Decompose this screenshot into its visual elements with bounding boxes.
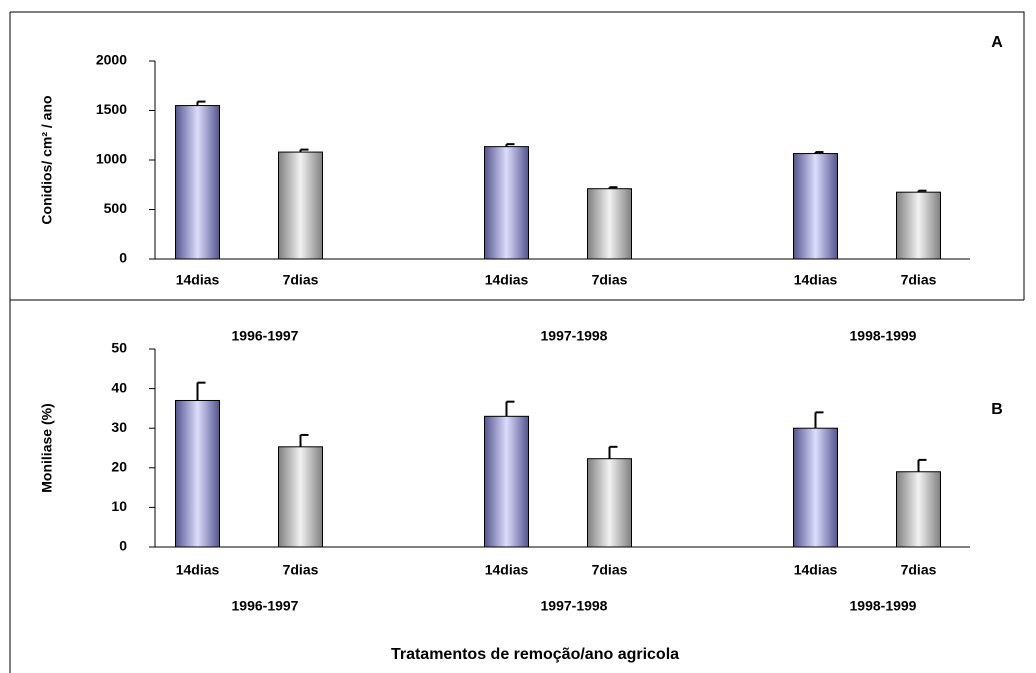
x-tick-label: 7dias <box>901 272 937 288</box>
error-bar <box>196 381 206 401</box>
bar <box>175 399 220 548</box>
group-label: 1998-1999 <box>850 598 917 614</box>
group-label: 1997-1998 <box>541 598 608 614</box>
panel-label: B <box>991 401 1003 418</box>
error-bar <box>814 411 824 429</box>
y-tick-label: 500 <box>104 200 128 216</box>
x-tick-label: 7dias <box>283 562 319 578</box>
x-tick-label: 7dias <box>901 562 937 578</box>
error-bar <box>814 151 824 154</box>
y-axis-title: Moniliase (%) <box>39 403 55 492</box>
error-bar <box>299 148 309 153</box>
y-tick-label: 20 <box>111 459 127 475</box>
y-tick-label: 2000 <box>96 52 127 68</box>
bar <box>793 153 838 260</box>
error-bar <box>196 100 206 106</box>
bar <box>278 446 323 548</box>
error-bar <box>505 400 515 417</box>
y-tick-label: 0 <box>119 538 127 554</box>
y-tick-label: 1500 <box>96 101 127 117</box>
group-label: 1996-1997 <box>232 598 299 614</box>
x-tick-label: 14dias <box>176 272 220 288</box>
x-axis-title: Tratamentos de remoção/ano agricola <box>391 646 679 663</box>
x-tick-label: 7dias <box>592 272 628 288</box>
bar <box>896 471 941 548</box>
error-bar <box>608 445 618 459</box>
bar <box>587 188 632 260</box>
bar <box>175 105 220 260</box>
frame <box>9 11 1025 673</box>
bar <box>484 146 529 260</box>
error-bar <box>505 143 515 147</box>
y-tick-label: 30 <box>111 419 127 435</box>
bar <box>484 415 529 548</box>
x-tick-label: 14dias <box>794 562 838 578</box>
x-tick-label: 14dias <box>794 272 838 288</box>
group-label: 1997-1998 <box>541 328 608 344</box>
y-tick-label: 40 <box>111 379 127 395</box>
bar <box>793 427 838 548</box>
y-tick-label: 50 <box>111 340 127 356</box>
x-tick-label: 14dias <box>176 562 220 578</box>
error-bar <box>917 458 927 472</box>
y-tick-label: 10 <box>111 498 127 514</box>
group-label: 1996-1997 <box>232 328 299 344</box>
bar <box>278 151 323 260</box>
error-bar <box>299 433 309 447</box>
bar <box>587 458 632 548</box>
y-tick-label: 0 <box>119 250 127 266</box>
y-tick-label: 1000 <box>96 151 127 167</box>
x-tick-label: 7dias <box>283 272 319 288</box>
x-tick-label: 7dias <box>592 562 628 578</box>
y-axis-title: Conidios/ cm² / ano <box>39 95 55 224</box>
x-tick-label: 14dias <box>485 562 529 578</box>
panel-label: A <box>991 34 1003 51</box>
group-label: 1998-1999 <box>850 328 917 344</box>
error-bar <box>917 189 927 193</box>
x-tick-label: 14dias <box>485 272 529 288</box>
bar <box>896 191 941 260</box>
error-bar <box>608 186 618 189</box>
